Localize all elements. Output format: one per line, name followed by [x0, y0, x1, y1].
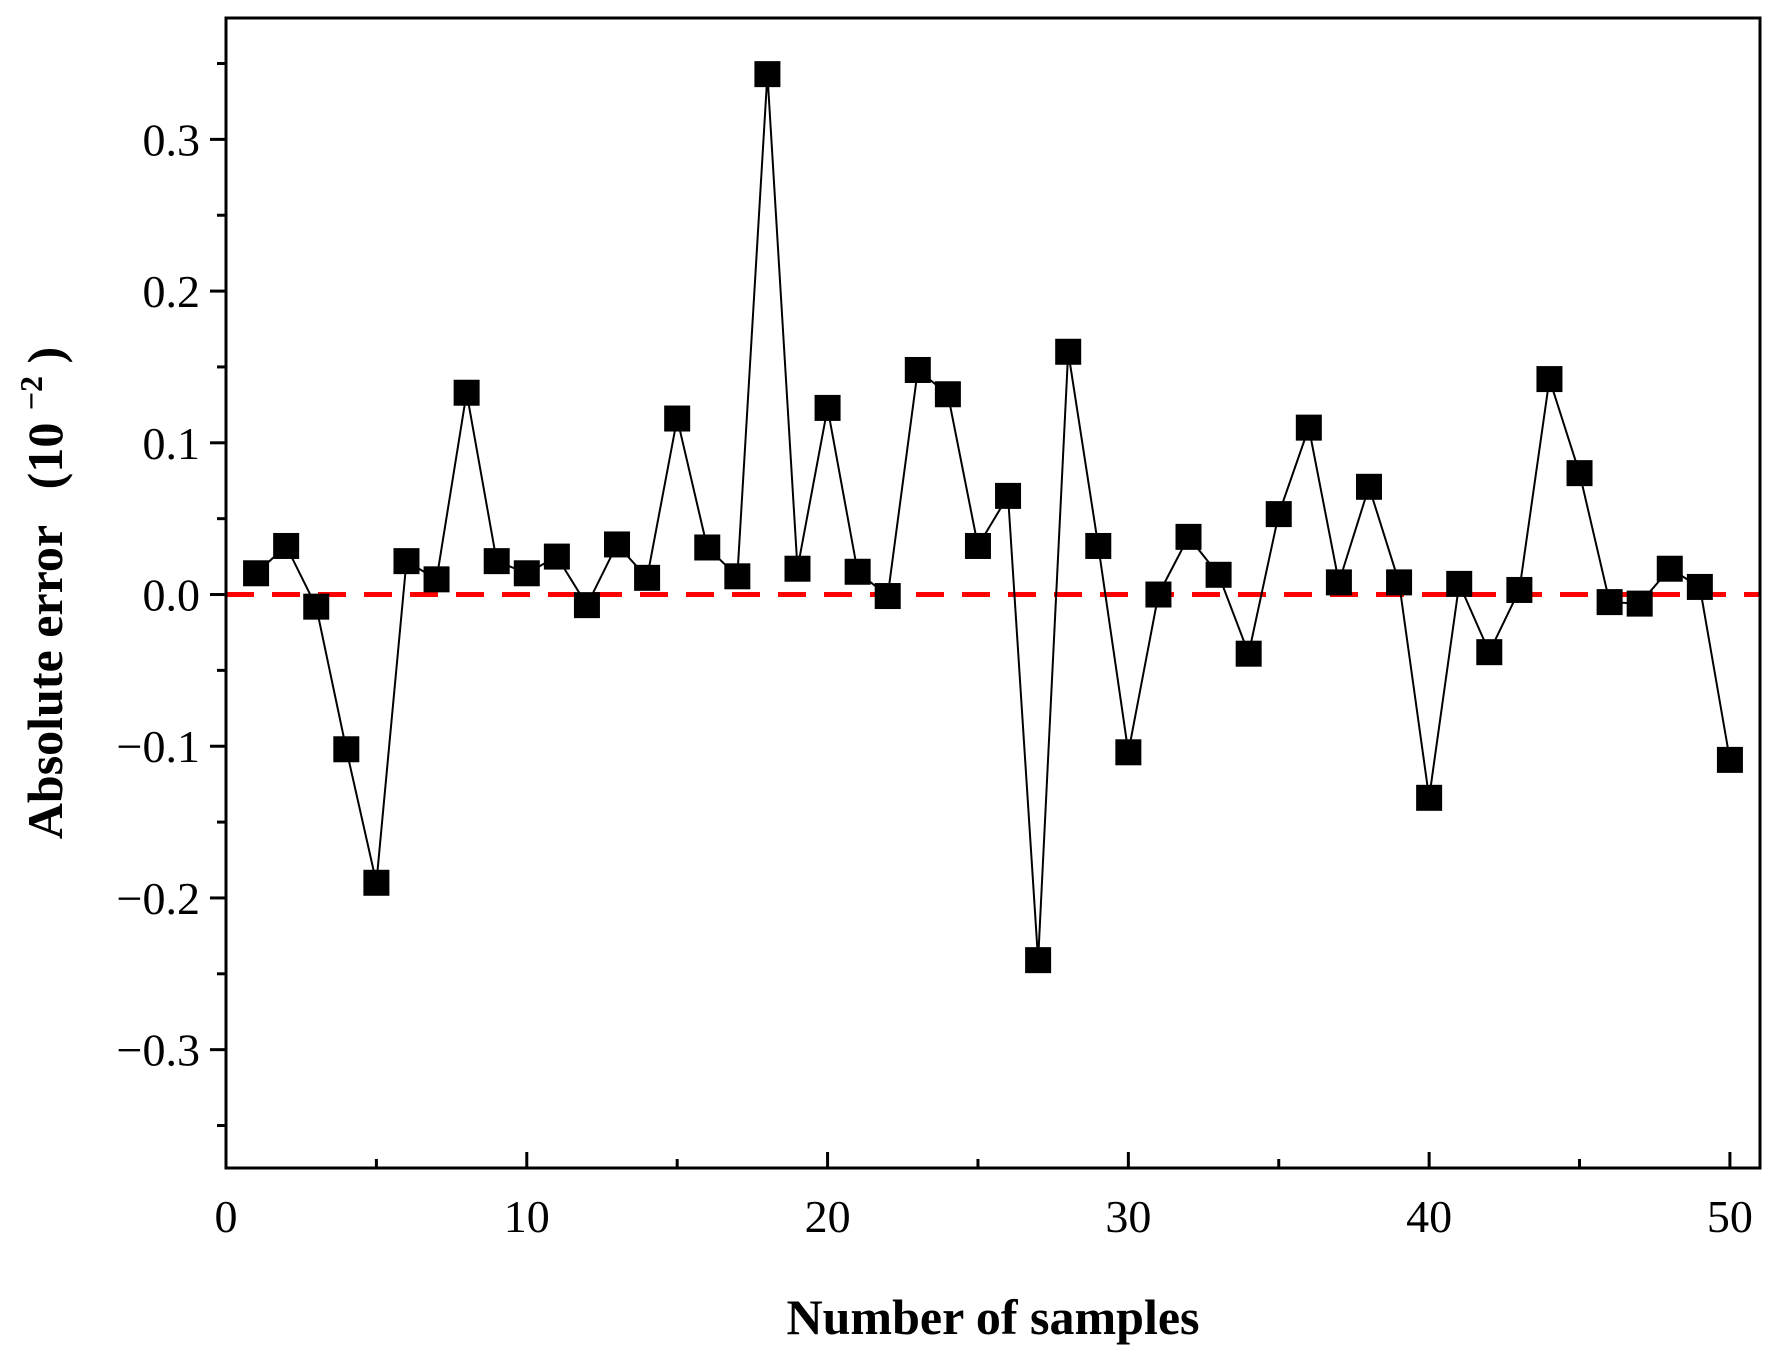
data-point-marker [243, 560, 270, 587]
data-point-marker [1265, 501, 1292, 528]
x-tick-label: 0 [215, 1191, 238, 1242]
data-point-marker [273, 532, 300, 559]
data-point-marker [1716, 746, 1743, 773]
data-point-marker [1145, 581, 1172, 608]
x-tick-label: 50 [1707, 1191, 1753, 1242]
y-tick-label: 0.2 [143, 266, 201, 317]
data-point-marker [423, 566, 450, 593]
y-axis-title-exponent: −2 [13, 376, 49, 410]
data-point-marker [964, 532, 991, 559]
y-tick-label: −0.2 [117, 873, 200, 924]
data-point-marker [1566, 460, 1593, 487]
data-point-marker [1536, 366, 1563, 393]
data-point-marker [844, 558, 871, 585]
data-point-marker [1175, 523, 1202, 550]
data-point-marker [814, 394, 841, 421]
data-point-marker [874, 583, 901, 610]
x-tick-label: 30 [1105, 1191, 1151, 1242]
data-point-marker [453, 379, 480, 406]
data-point-marker [393, 548, 420, 575]
data-point-marker [1506, 576, 1533, 603]
data-point-marker [1235, 640, 1262, 667]
data-point-marker [1386, 569, 1413, 596]
data-point-marker [1025, 947, 1052, 974]
y-tick-label: −0.3 [117, 1025, 200, 1076]
y-axis-title-unit: (10 [17, 423, 73, 490]
data-point-marker [513, 560, 540, 587]
data-point-marker [1325, 569, 1352, 596]
series-layer [243, 61, 1743, 974]
data-point-marker [1355, 473, 1382, 500]
data-point-marker [1085, 532, 1112, 559]
data-point-marker [1295, 414, 1322, 441]
data-point-marker [634, 564, 661, 591]
data-point-marker [724, 563, 751, 590]
data-point-marker [694, 534, 721, 561]
data-point-marker [1115, 739, 1142, 766]
y-tick-label: 0.3 [143, 114, 201, 165]
data-point-marker [754, 61, 781, 88]
data-point-marker [1596, 589, 1623, 616]
y-axis-title-text: Absolute error [17, 525, 73, 839]
data-point-marker [543, 543, 570, 570]
data-point-marker [1446, 570, 1473, 597]
data-point-marker [1205, 561, 1232, 588]
y-tick-label: −0.1 [117, 721, 200, 772]
data-point-marker [904, 356, 931, 383]
data-point-marker [363, 869, 390, 896]
data-point-marker [1656, 555, 1683, 582]
data-point-marker [1416, 784, 1443, 811]
x-tick-label: 20 [805, 1191, 851, 1242]
data-point-marker [1055, 338, 1082, 365]
y-axis-title-unit-close: ) [17, 347, 73, 364]
plot-frame [224, 16, 1762, 1170]
data-point-marker [934, 381, 961, 408]
data-point-marker [1476, 639, 1503, 666]
data-point-marker [784, 555, 811, 582]
data-point-marker [303, 593, 330, 620]
data-point-marker [333, 736, 360, 763]
y-axis-title: Absolute error (10 −2 ) [0, 347, 73, 839]
x-tick-label: 10 [504, 1191, 550, 1242]
data-point-marker [604, 531, 631, 558]
data-point-marker [483, 548, 510, 575]
y-tick-label: 0.0 [143, 570, 201, 621]
y-tick-label: 0.1 [143, 418, 201, 469]
data-point-marker [573, 592, 600, 619]
x-axis-title: Number of samples [787, 1289, 1200, 1345]
data-point-marker [664, 405, 691, 432]
data-point-marker [1626, 590, 1653, 617]
data-point-marker [1686, 573, 1713, 600]
y-axis-ticks: −0.3 −0.2 −0.1 0.0 0.1 0.2 0.3 [117, 62, 226, 1128]
data-point-marker [995, 482, 1022, 509]
x-tick-label: 40 [1406, 1191, 1452, 1242]
